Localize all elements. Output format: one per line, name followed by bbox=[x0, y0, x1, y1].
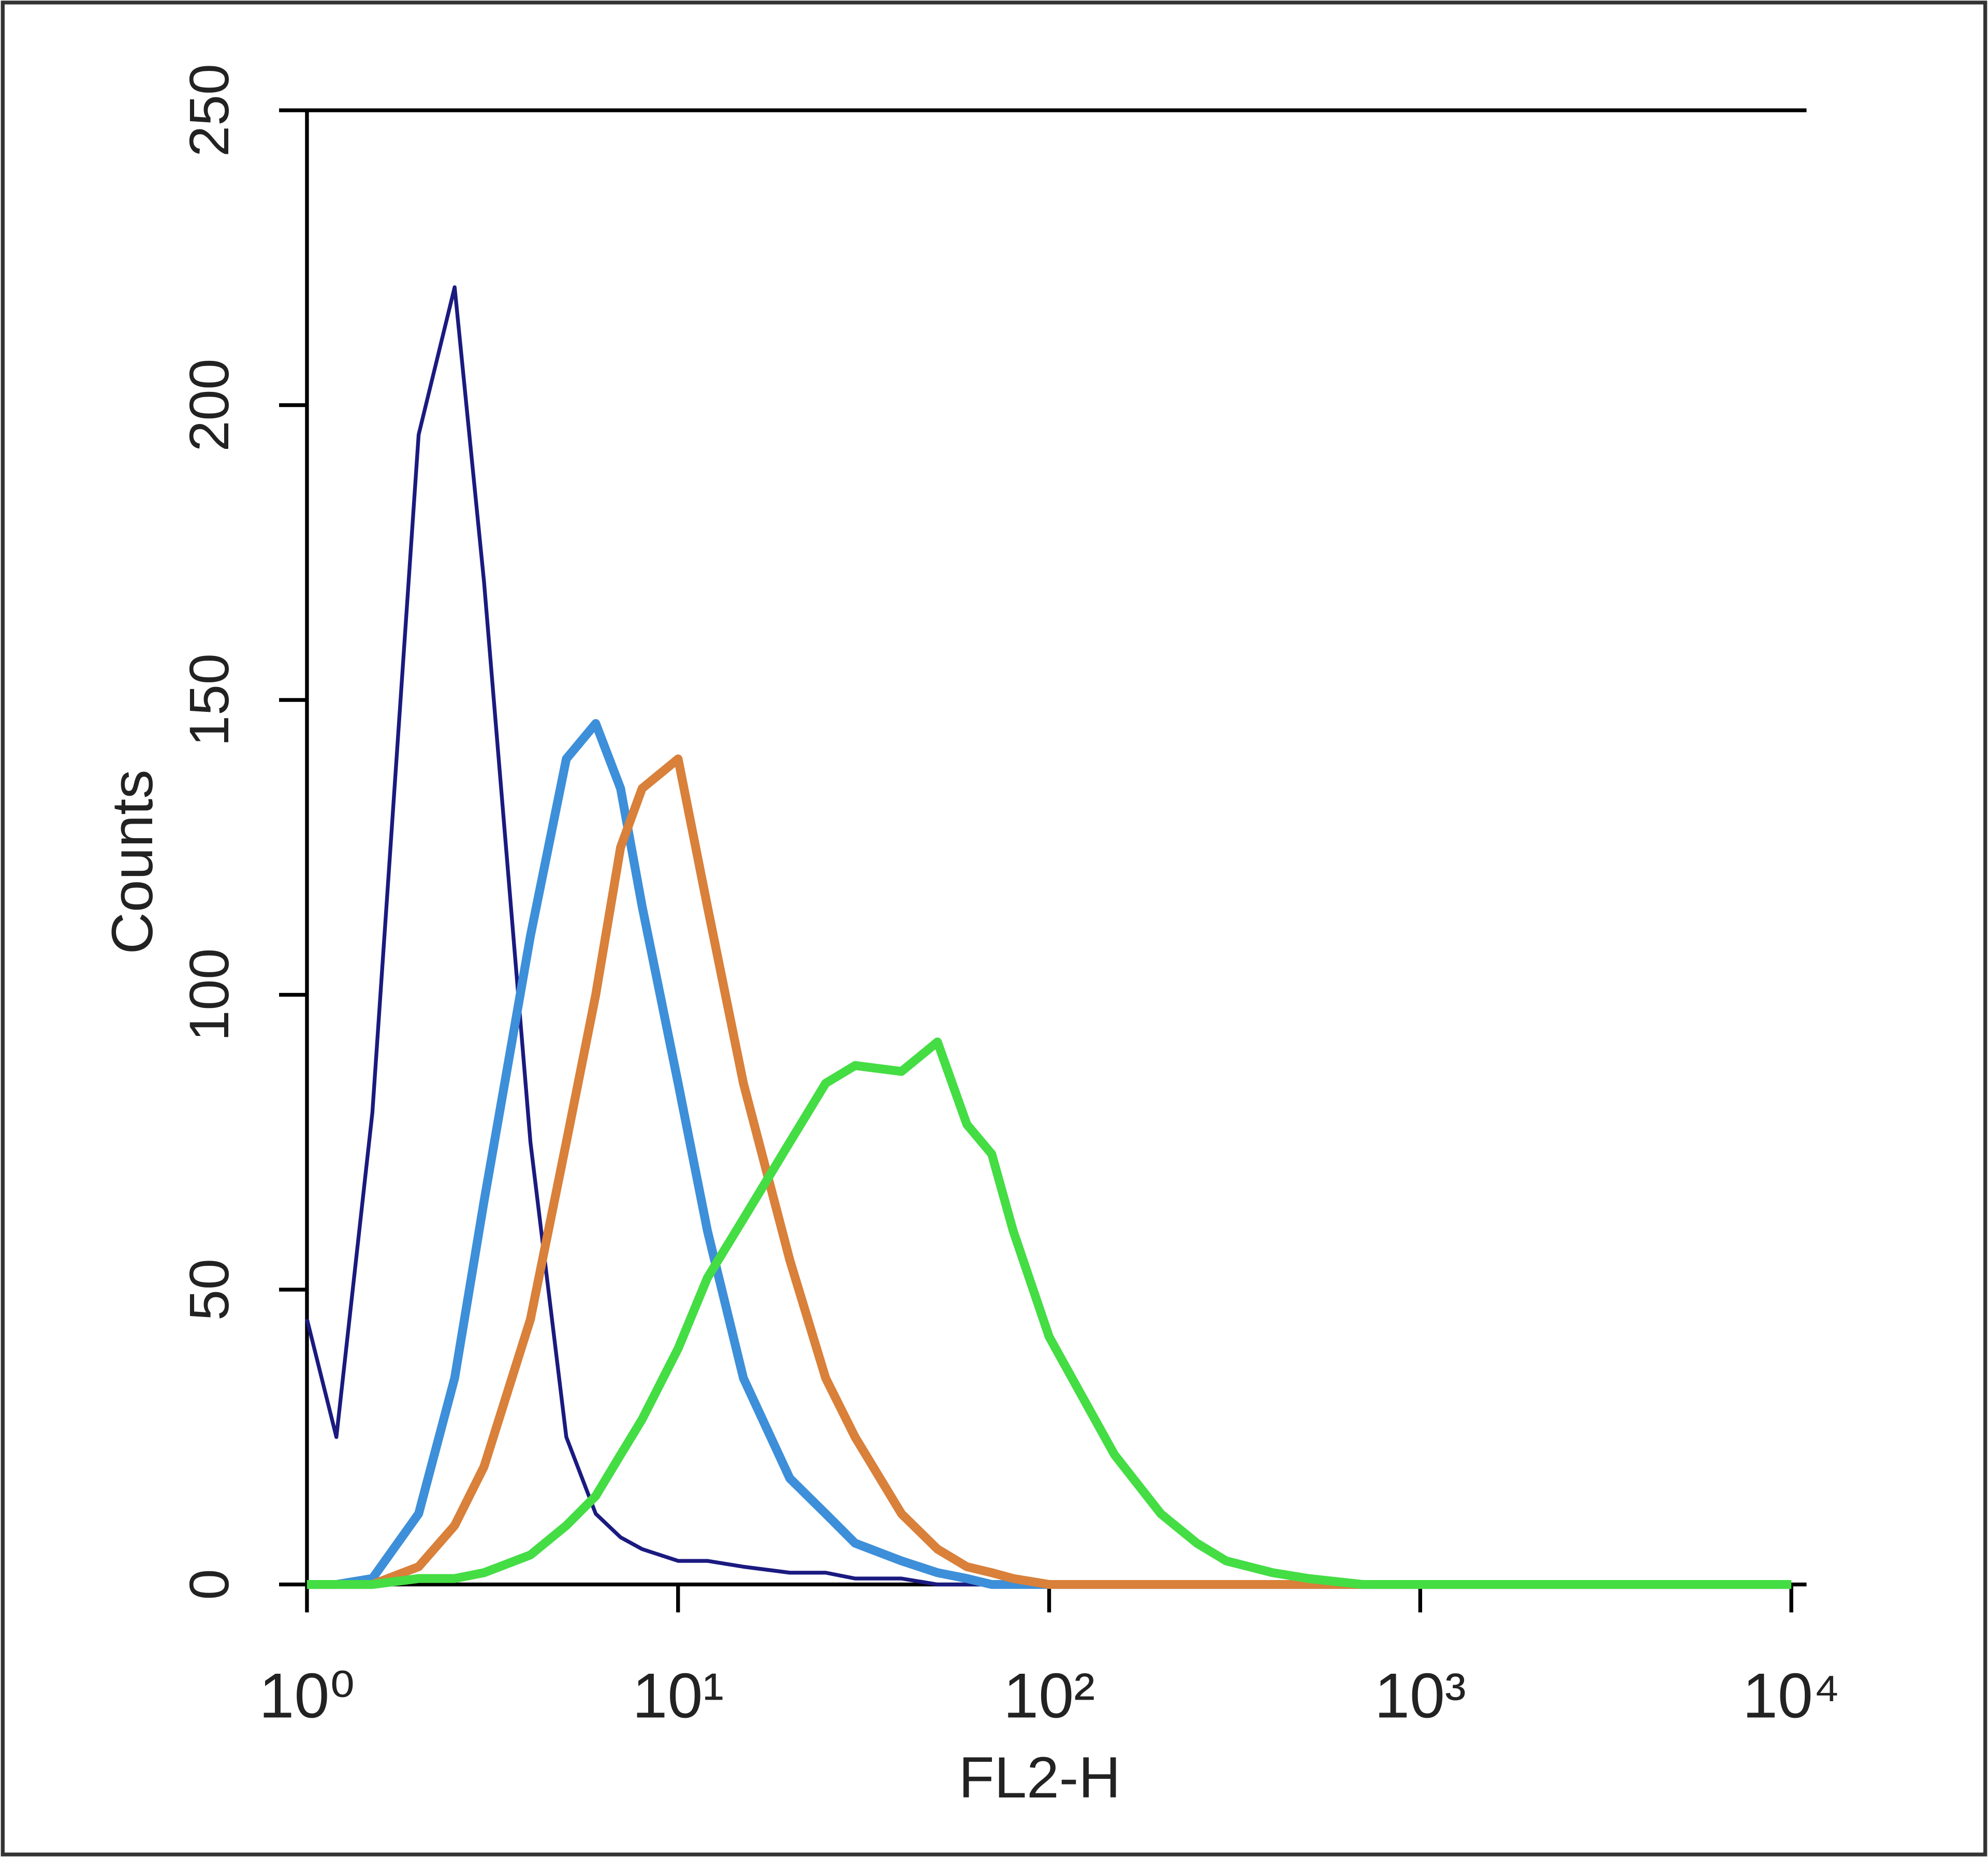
y-tick-label: 200 bbox=[178, 359, 240, 452]
x-tick-label: 10⁰ bbox=[259, 1660, 355, 1731]
x-tick-label: 10² bbox=[1003, 1660, 1095, 1731]
histogram-line bbox=[306, 754, 1792, 1589]
x-tick-label: 10³ bbox=[1375, 1660, 1466, 1731]
histogram-line bbox=[306, 1037, 1792, 1589]
y-tick-label: 100 bbox=[178, 948, 240, 1042]
y-tick-label: 250 bbox=[178, 64, 240, 157]
y-axis-title: Counts bbox=[99, 770, 165, 955]
y-tick-label: 50 bbox=[178, 1259, 240, 1321]
x-axis-title: FL2-H bbox=[959, 1745, 1121, 1810]
x-tick-label: 10¹ bbox=[632, 1660, 724, 1731]
y-tick-label: 150 bbox=[178, 653, 240, 747]
y-tick-label: 0 bbox=[178, 1569, 240, 1600]
x-tick-label: 10⁴ bbox=[1743, 1660, 1840, 1731]
